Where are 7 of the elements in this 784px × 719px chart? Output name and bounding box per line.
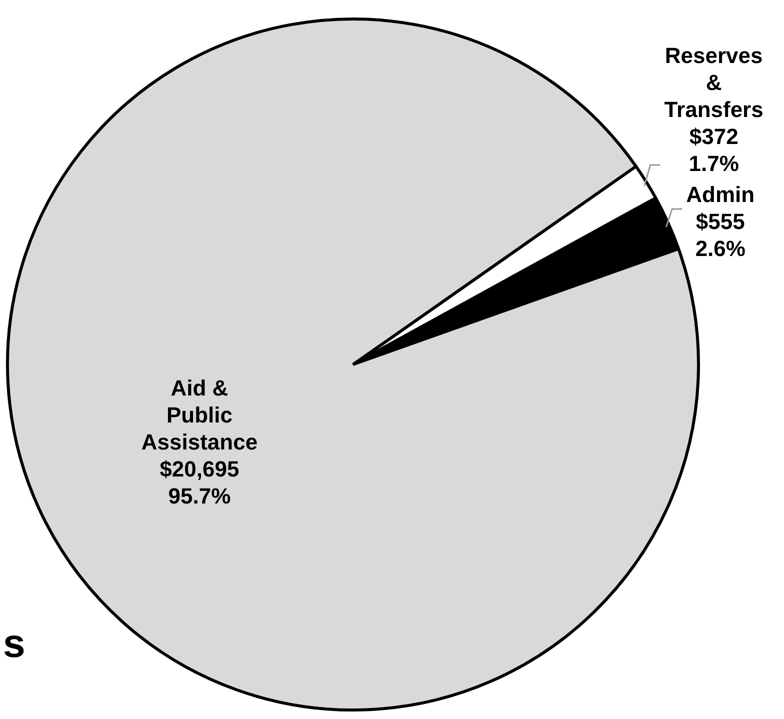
slice-label: Aid & Public Assistance <box>141 376 258 455</box>
data-label: $20,695 95.7% <box>160 456 240 509</box>
slice-label: Admin <box>686 182 755 208</box>
slice-label: Reserves & Transfers <box>664 43 764 122</box>
data-label: $555 2.6% <box>695 209 746 262</box>
text: s <box>3 622 26 667</box>
data-label: $372 1.7% <box>688 124 739 176</box>
